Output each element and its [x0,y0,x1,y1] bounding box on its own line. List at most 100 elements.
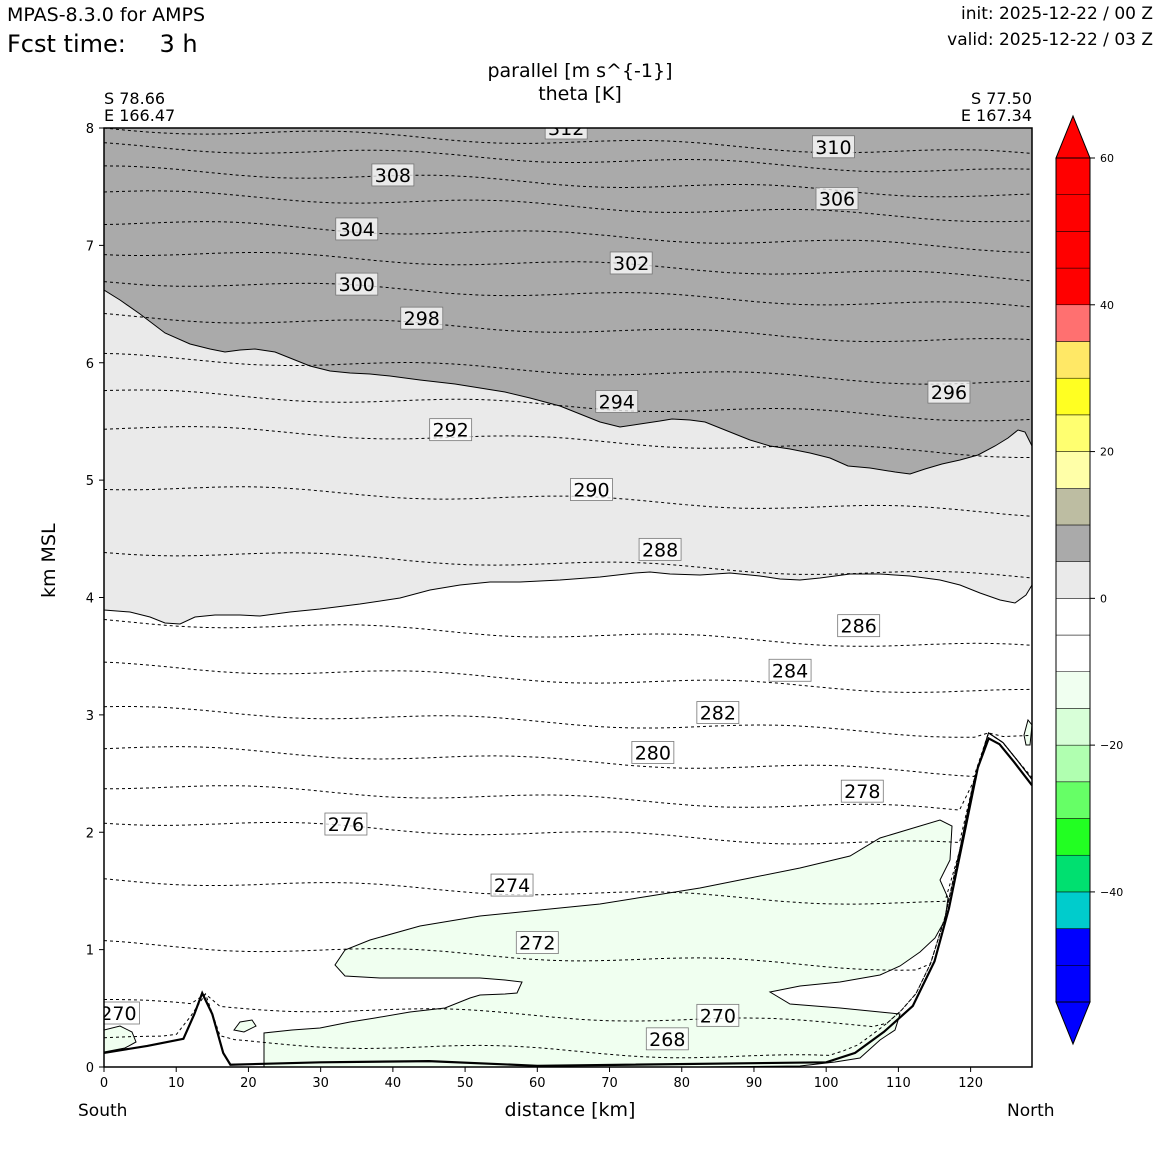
theta-contour-302 [104,252,1032,282]
theta-label-box [840,779,884,803]
x-axis-ticks: 0 10 20 30 40 50 60 70 80 90 100 110 120 [100,1067,983,1091]
theta-label-box [696,701,740,724]
valid-time: valid: 2025-12-22 / 03 Z [947,30,1153,50]
chart-title-theta: theta [K] [538,83,622,105]
theta-label: 274 [494,875,530,897]
theta-label-box [544,128,588,140]
wind-region-ridge-sliver [1023,718,1032,746]
theta-label-box [631,741,675,764]
theta-contour-280 [104,732,1032,778]
start-lon: E 166.47 [104,106,176,125]
forecast-time: Fcst time: 3 h [7,30,198,58]
theta-contour-306 [104,190,1032,223]
theta-label: 304 [339,219,375,241]
colorbar-segment [1055,598,1091,636]
wind-region-weak-negative [263,819,953,1067]
theta-contour-296 [104,352,1032,385]
end-point-coords: S 77.50 E 167.34 [961,90,1032,124]
init-time: init: 2025-12-22 / 00 Z [960,4,1153,24]
theta-label: 282 [700,703,736,725]
colorbar-tick-label: 0 [1100,592,1107,605]
theta-isentropes [104,128,1032,1059]
theta-label: 290 [573,480,609,502]
y-tick-label: 5 [86,474,94,489]
theta-contour-278 [104,732,1032,811]
colorbar-segment [1055,341,1091,379]
colorbar-extend-min [1055,1001,1091,1046]
theta-contour-312 [104,128,1032,154]
model-title: MPAS-8.3.0 for AMPS [7,4,206,26]
colorbar-segment [1055,377,1091,416]
colorbar-tick-label: 20 [1100,446,1114,459]
theta-label: 270 [100,1003,136,1025]
theta-label-box [815,187,859,210]
theta-label: 268 [649,1029,685,1051]
theta-label: 300 [339,274,375,296]
theta-label: 296 [931,382,967,404]
start-point-coords: S 78.66 E 166.47 [104,90,175,124]
x-tick-label: 90 [746,1076,763,1091]
y-tick-label: 8 [86,122,94,137]
start-lat: S 78.66 [104,89,166,108]
theta-label: 312 [548,118,584,140]
x-tick-label: 10 [168,1076,185,1091]
theta-contour-290 [104,486,1032,517]
theta-contour-282 [104,706,1032,738]
theta-label: 310 [815,137,851,159]
colorbar-segment [1055,194,1091,232]
theta-contour-294 [104,389,1032,422]
y-axis-label: km MSL [38,523,60,598]
colorbar-segment [1055,744,1091,783]
colorbar-segment [1055,157,1091,195]
theta-label-box [645,1027,689,1051]
x-tick-label: 0 [100,1076,108,1091]
theta-contour-286 [104,619,1032,647]
theta-label-box [570,478,613,501]
chart-title-wind: parallel [m s^{-1}] [487,60,673,82]
colorbar-segment [1055,854,1091,893]
wind-region-small-blob [233,1019,257,1033]
end-lon: E 167.34 [960,106,1032,125]
theta-label: 308 [375,165,411,187]
colorbar-tick-label: 40 [1100,299,1114,312]
theta-contour-288 [104,552,1032,579]
theta-label-box [812,135,855,159]
colorbar-frame [1055,157,1091,1003]
colorbar-segment [1055,488,1091,526]
theta-label: 278 [844,781,880,803]
theta-label: 280 [635,742,671,764]
theta-label-box [837,614,881,638]
theta-label: 276 [328,814,364,836]
y-tick-label: 0 [86,1061,94,1076]
colorbar-segment [1055,965,1091,1003]
theta-label-box [371,163,415,187]
theta-contour-300 [104,281,1032,308]
x-tick-label: 100 [814,1076,839,1091]
theta-label-box [515,931,559,954]
theta-label: 286 [841,616,877,638]
theta-label-box [927,380,971,404]
theta-contour-268 [104,732,1032,1059]
x-tick-label: 20 [240,1076,257,1091]
y-tick-label: 4 [86,592,94,607]
theta-contour-298 [104,313,1032,343]
theta-label-box [490,873,534,897]
colorbar-tick-label: −20 [1100,739,1123,752]
x-tick-label: 30 [312,1076,329,1091]
theta-label-box [429,418,473,442]
theta-contour-308 [104,165,1032,198]
north-label: North [1007,1101,1055,1121]
y-tick-label: 3 [86,709,94,724]
colorbar-segment [1055,451,1091,489]
x-tick-label: 50 [457,1076,474,1091]
theta-contour-292 [104,426,1032,458]
theta-label: 272 [519,933,555,955]
y-tick-label: 6 [86,357,94,372]
colorbar-segment [1055,781,1091,819]
theta-label-box [768,658,812,682]
colorbar-segment [1055,928,1091,966]
x-tick-label: 120 [958,1076,983,1091]
x-tick-label: 70 [601,1076,618,1091]
theta-contour-272 [104,732,1032,971]
theta-label: 288 [642,539,678,561]
